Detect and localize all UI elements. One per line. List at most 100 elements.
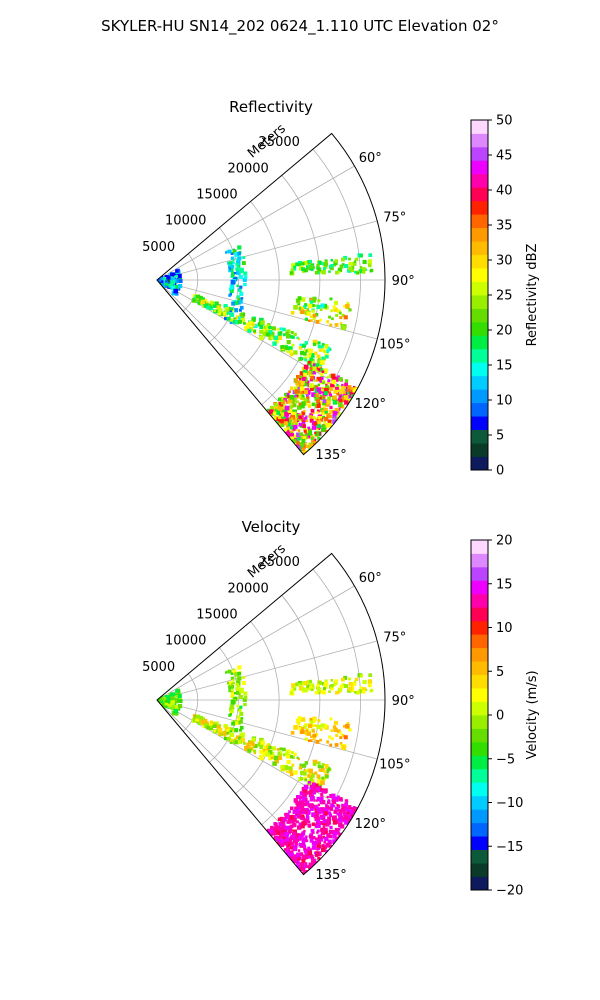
echo-gate	[275, 417, 280, 421]
echo-gate	[289, 815, 294, 820]
echo-gate	[350, 807, 354, 810]
echo-gate	[333, 389, 338, 394]
echo-gate	[309, 720, 314, 724]
echo-gate	[295, 801, 300, 805]
echo-gate	[287, 815, 291, 819]
echo-gate	[199, 715, 203, 720]
echo-gate	[175, 292, 179, 296]
echo-gate	[238, 316, 242, 321]
echo-gate	[301, 821, 306, 826]
echo-gate	[288, 398, 293, 403]
echo-gate	[311, 812, 316, 817]
echo-gate	[206, 305, 210, 310]
echo-gate	[230, 307, 234, 311]
echo-gate	[288, 766, 293, 771]
colorbar-tick-label: 50	[496, 114, 513, 129]
echo-gate	[311, 402, 316, 406]
echo-gate	[168, 283, 173, 288]
echo-gate	[293, 434, 298, 439]
echo-gate	[173, 692, 176, 696]
echo-gate	[319, 783, 323, 787]
echo-gate	[343, 264, 348, 269]
radial-tick-label: 5000	[142, 660, 175, 675]
echo-gate	[310, 436, 315, 441]
theta-tick-label: 105°	[379, 758, 410, 773]
echo-gate	[160, 280, 164, 283]
echo-gate	[304, 317, 308, 321]
echo-gate	[289, 691, 293, 695]
colorbar-tick-label: −10	[496, 796, 523, 811]
echo-gate	[260, 320, 265, 325]
echo-gate	[292, 419, 297, 424]
echo-gate	[316, 359, 322, 364]
echo-gate	[339, 399, 343, 403]
echo-gate	[253, 323, 258, 329]
echo-gate	[320, 368, 324, 372]
echo-gate	[336, 384, 341, 389]
echo-gate	[336, 384, 339, 387]
echo-gate	[308, 259, 312, 264]
echo-gate	[241, 681, 246, 685]
echo-gate	[330, 729, 334, 733]
echo-gate	[303, 429, 307, 433]
theta-tick-label: 135°	[315, 868, 346, 883]
echo-gate	[284, 405, 290, 411]
echo-gate	[301, 814, 305, 818]
echo-gate	[329, 425, 333, 428]
echo-gate	[308, 781, 311, 784]
echo-gate	[329, 845, 333, 848]
echo-gate	[300, 770, 305, 775]
echo-gate	[295, 414, 300, 419]
echo-gate	[299, 795, 303, 799]
echo-gate	[320, 372, 324, 376]
colorbar-segment	[471, 620, 488, 635]
echo-gate	[274, 406, 278, 410]
echo-gate	[289, 349, 293, 353]
echo-gate	[321, 427, 326, 433]
echo-gate	[174, 692, 179, 697]
echo-gate	[295, 838, 299, 842]
echo-gate	[278, 839, 282, 843]
echo-gate	[237, 320, 242, 324]
echo-gate	[305, 839, 309, 843]
echo-gate	[297, 437, 301, 441]
echo-gate	[195, 297, 200, 302]
echo-gate	[239, 687, 244, 693]
echo-gate	[315, 363, 319, 367]
colorbar-tick-label: 0	[496, 464, 504, 479]
echo-gate	[334, 836, 339, 841]
echo-gate	[276, 841, 281, 845]
echo-gate	[321, 424, 324, 427]
echo-gate	[320, 360, 325, 365]
echo-gate	[303, 409, 306, 413]
echo-gate	[321, 829, 325, 833]
echo-gate	[239, 719, 243, 724]
echo-gate	[315, 799, 318, 802]
echo-gate	[307, 846, 311, 850]
echo-gate	[300, 309, 305, 314]
echo-gate	[316, 829, 320, 833]
echo-gate	[308, 383, 314, 388]
echo-gate	[243, 742, 246, 745]
echo-gate	[280, 839, 285, 844]
grid-ring	[261, 175, 321, 406]
echo-gate	[312, 416, 316, 420]
echo-gate	[223, 304, 228, 309]
echo-gate	[286, 334, 291, 339]
echo-gate	[305, 445, 309, 448]
echo-gate	[351, 266, 355, 270]
echo-gate	[162, 696, 165, 700]
echo-gate	[235, 735, 240, 739]
colorbar-tick-label: 15	[496, 577, 513, 592]
echo-gate	[318, 348, 322, 352]
echo-gate	[284, 814, 289, 820]
echo-gate	[317, 260, 322, 265]
echo-gate	[234, 272, 237, 275]
echo-gate	[296, 795, 300, 799]
echo-gate	[277, 817, 282, 821]
echo-gate	[332, 414, 337, 419]
echo-gate	[259, 745, 263, 749]
echo-gate	[317, 341, 321, 345]
echo-gate	[284, 838, 289, 843]
echo-gate	[316, 305, 321, 310]
